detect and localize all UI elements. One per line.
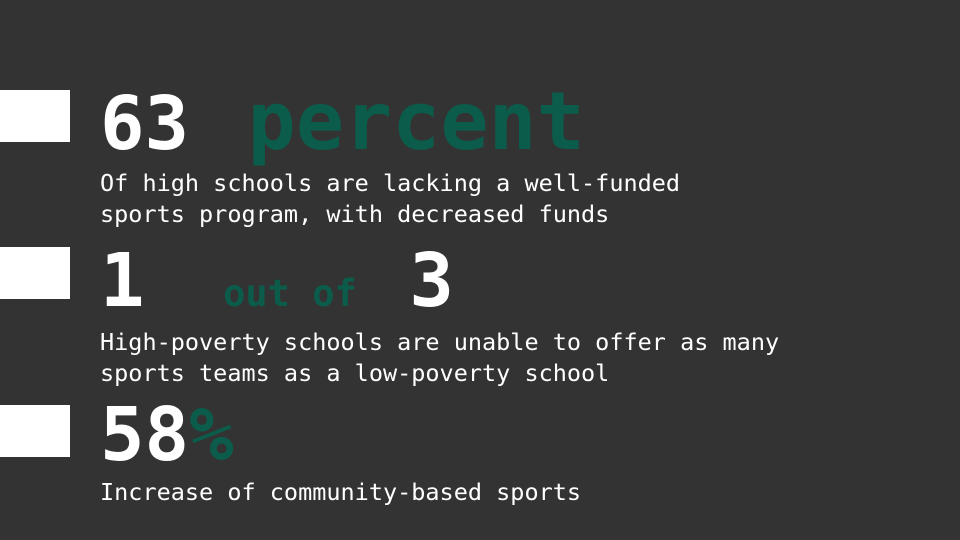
stat-3-line-1: Increase of community-based sports <box>100 478 582 506</box>
stat-2-number-left: 1 <box>100 238 145 324</box>
stat-1-description: Of high schools are lacking a well-funde… <box>100 168 680 230</box>
stat-3-percent-sign: % <box>189 392 234 478</box>
stat-3-headline: 58% <box>100 398 234 472</box>
stat-2-headline: 1 out of 3 <box>100 244 454 318</box>
stat-1-marker <box>0 90 70 142</box>
stat-1-line-1: Of high schools are lacking a well-funde… <box>100 169 681 197</box>
stat-1-unit: percent <box>247 75 585 168</box>
stat-2-line-1: High-poverty schools are unable to offer… <box>100 328 780 356</box>
stat-1-line-2: sports program, with decreased funds <box>100 200 610 228</box>
stat-3-marker <box>0 405 70 457</box>
stat-1-headline: 63 percent <box>100 82 585 162</box>
stat-2-marker <box>0 247 70 299</box>
stat-2-number-right: 3 <box>409 238 454 324</box>
stat-2-line-2: sports teams as a low-poverty school <box>100 359 610 387</box>
stat-1-number: 63 <box>100 81 190 167</box>
stat-3-number: 58 <box>100 392 190 478</box>
stat-2-description: High-poverty schools are unable to offer… <box>100 327 779 389</box>
stat-2-connector: out of <box>223 272 357 315</box>
stat-3-description: Increase of community-based sports <box>100 477 581 508</box>
